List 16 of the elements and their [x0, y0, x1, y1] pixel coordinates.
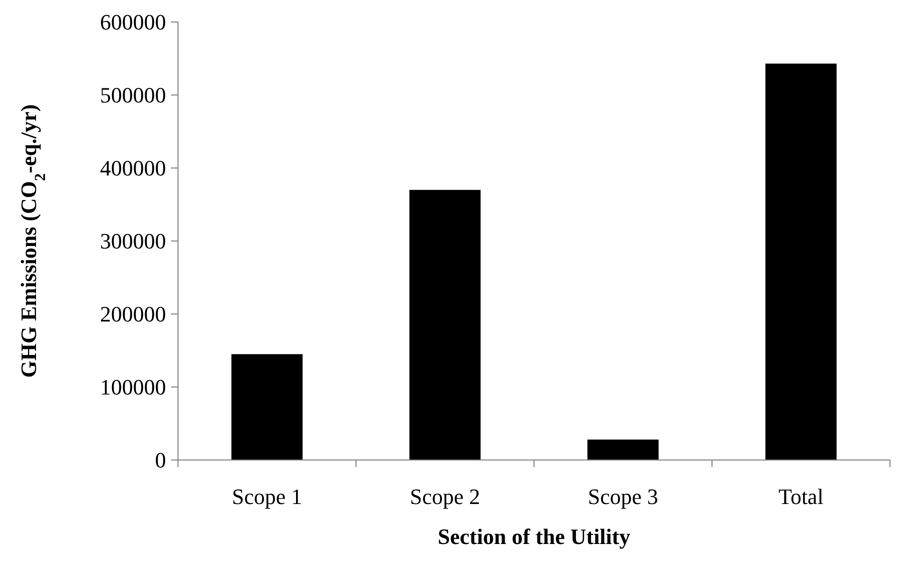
y-tick-label: 200000	[100, 302, 166, 327]
y-tick-label: 100000	[100, 374, 166, 400]
x-tick-label: Scope 1	[232, 484, 302, 509]
y-tick-label: 0	[155, 448, 166, 473]
bar	[409, 190, 481, 460]
x-tick-label: Total	[778, 484, 824, 509]
y-tick-label: 300000	[100, 228, 166, 254]
bar	[765, 64, 837, 460]
bar	[231, 354, 303, 460]
y-tick-label: 500000	[100, 82, 166, 108]
x-tick-label: Scope 3	[588, 484, 658, 509]
y-tick-label: 400000	[100, 156, 166, 181]
x-axis-title: Section of the Utility	[438, 524, 630, 549]
x-tick-label: Scope 2	[410, 484, 480, 509]
bar	[587, 440, 659, 460]
y-tick-label: 600000	[100, 10, 166, 35]
